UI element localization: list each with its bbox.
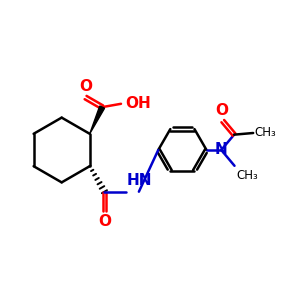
Text: N: N [215, 142, 228, 158]
Text: CH₃: CH₃ [236, 169, 258, 182]
Text: HN: HN [126, 173, 152, 188]
Text: OH: OH [125, 96, 151, 111]
Text: O: O [215, 103, 228, 118]
Text: CH₃: CH₃ [255, 127, 276, 140]
Text: O: O [98, 214, 111, 230]
Text: O: O [79, 79, 92, 94]
Polygon shape [90, 106, 105, 134]
